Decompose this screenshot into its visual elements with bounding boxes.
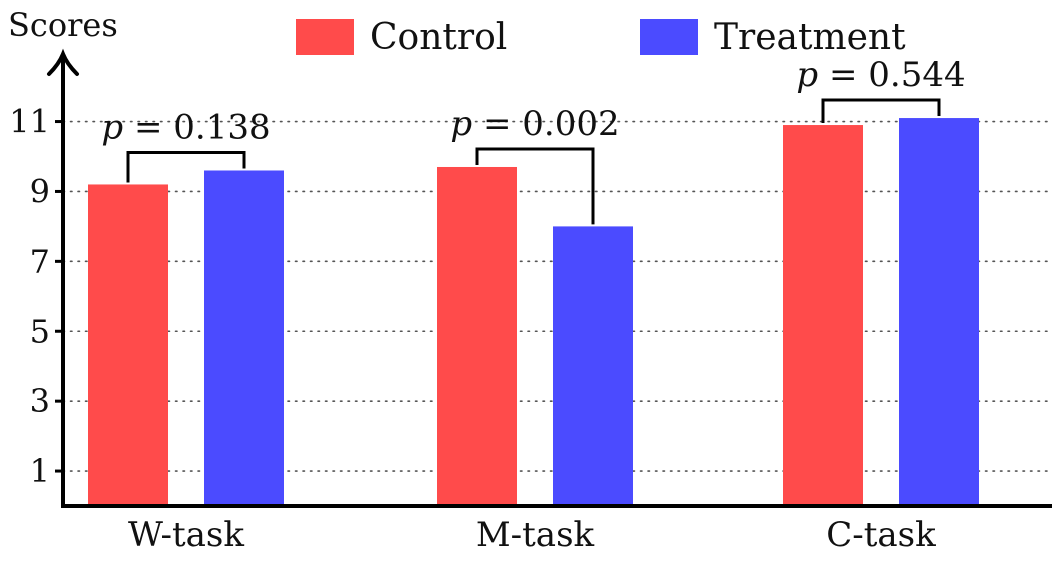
- p-value-label: p = 0.002: [450, 104, 619, 144]
- significance-bracket: [821, 98, 941, 124]
- legend-label-control: Control: [370, 17, 507, 58]
- x-category-label: M-task: [476, 515, 595, 555]
- significance-brackets: [126, 98, 941, 225]
- p-value-label: p = 0.544: [796, 55, 965, 95]
- significance-bracket: [126, 150, 246, 183]
- p-value-label: p = 0.138: [101, 107, 270, 147]
- y-tick-label: 1: [30, 452, 50, 490]
- significance-bracket: [475, 147, 595, 225]
- legend-swatch-control: [296, 19, 354, 55]
- y-tick-label: 11: [9, 103, 50, 141]
- legend-swatch-treatment: [640, 19, 698, 55]
- bar-treatment-c-task: [899, 118, 979, 507]
- labels: 1 3 5 7 9 11 W-task M-task C-task p = 0.138 p = 0.…: [8, 6, 966, 555]
- y-tick-label: 3: [30, 382, 50, 420]
- y-axis-arrow-icon: [47, 48, 79, 76]
- axes: [47, 48, 1052, 508]
- x-category-label: W-task: [128, 515, 244, 555]
- y-tick-label: 5: [30, 312, 50, 350]
- bar-control-w-task: [88, 184, 168, 506]
- bar-control-c-task: [783, 125, 863, 507]
- legend: Control Treatment: [296, 17, 906, 58]
- y-tick-label: 7: [30, 242, 50, 280]
- bars: [88, 118, 979, 507]
- bar-treatment-w-task: [204, 170, 284, 507]
- bar-treatment-m-task: [553, 226, 633, 506]
- x-category-label: C-task: [826, 515, 936, 555]
- y-tick-label: 9: [30, 172, 50, 210]
- y-axis-label: Scores: [8, 6, 118, 44]
- bar-control-m-task: [437, 166, 517, 507]
- legend-label-treatment: Treatment: [714, 17, 906, 58]
